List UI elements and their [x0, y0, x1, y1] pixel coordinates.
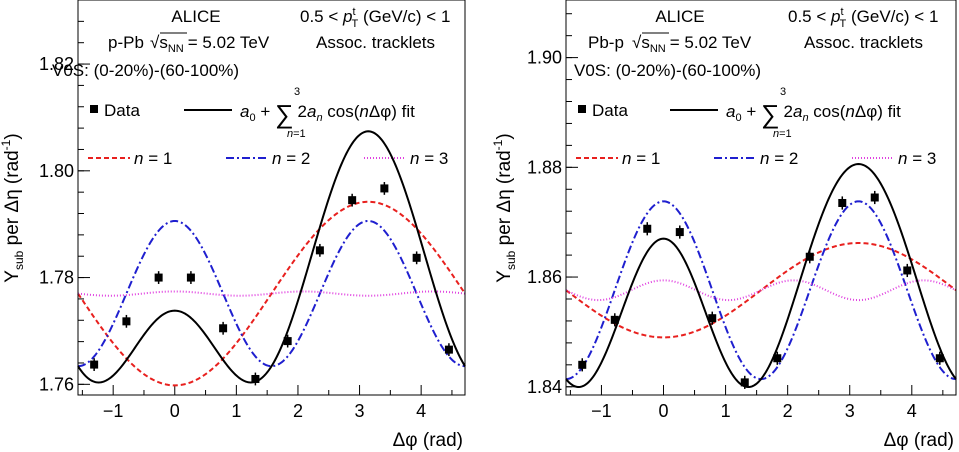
y-tick-label: 1.90	[527, 48, 562, 68]
data-point	[380, 184, 389, 193]
y-tick-label: 1.88	[527, 157, 562, 177]
legend-n2-label: n = 2	[272, 149, 310, 168]
legend-fit-label: a0 + ∑ 2an cos(nΔφ) fit	[726, 99, 901, 129]
data-point	[122, 317, 131, 326]
y-tick-label: 1.84	[527, 377, 562, 397]
legend-data-label: Data	[592, 101, 628, 120]
x-tick-label: 3	[355, 401, 365, 421]
data-point	[348, 196, 357, 205]
n3-component-curve	[565, 279, 957, 302]
data-point	[283, 337, 292, 346]
energy-label: √sNN = 5.02 TeV	[150, 33, 270, 55]
selection-label: V0S: (0-20%)-(60-100%)	[574, 61, 761, 80]
legend-n2-label: n = 2	[760, 149, 798, 168]
x-tick-label: 2	[293, 401, 303, 421]
x-tick-label: 0	[170, 401, 180, 421]
legend-n1-label: n = 1	[134, 149, 172, 168]
data-point	[675, 228, 684, 237]
data-point	[90, 360, 99, 369]
x-tick-label: −1	[103, 401, 124, 421]
x-tick-label: 3	[845, 401, 855, 421]
data-point	[773, 354, 782, 363]
pt-range-label: 0.5 < pt T (GeV/c) < 1	[788, 6, 938, 30]
n1-component-curve	[565, 242, 957, 339]
plot-area-p-pb: −1 0 1 2 3 4 1.76 1.78 1.80 1.82	[39, 0, 466, 421]
legend-sum-upper: 3	[294, 86, 300, 98]
panel-p-pb: Ysub per Δη (rad-1) Δφ (rad) ALICE p-Pb …	[0, 0, 466, 451]
n2-component-curve	[77, 219, 466, 368]
y-axis-label: Ysub per Δη (rad-1)	[0, 133, 26, 282]
legend: Data a0 + ∑ 2an cos(nΔφ) fit 3 n=1 n = 1 …	[88, 86, 448, 168]
frame	[565, 0, 957, 396]
frame	[77, 0, 466, 396]
x-tick-label: 4	[416, 401, 426, 421]
data-point	[154, 273, 163, 282]
selection-label: V0S: (0-20%)-(60-100%)	[52, 61, 239, 80]
x-tick-label: 0	[659, 401, 669, 421]
legend-data-marker	[578, 105, 586, 113]
energy-label: √sNN = 5.02 TeV	[632, 33, 752, 55]
x-tick-label: 1	[721, 401, 731, 421]
y-tick-label: 1.82	[39, 54, 74, 74]
legend-sum-upper: 3	[780, 86, 786, 98]
legend-n1-label: n = 1	[622, 149, 660, 168]
x-tick-label: −1	[591, 401, 612, 421]
data-point	[578, 360, 587, 369]
legend-data-marker	[90, 105, 98, 113]
fit-curve	[77, 130, 466, 384]
fit-curve	[565, 163, 957, 389]
data-point	[643, 224, 652, 233]
x-axis-label: Δφ (rad)	[884, 430, 954, 451]
legend-sum-lower: n=1	[773, 128, 792, 140]
data-point	[935, 354, 944, 363]
panel-pb-p: Ysub per Δη (rad-1) Δφ (rad) ALICE Pb-p …	[491, 0, 957, 451]
experiment-label: ALICE	[171, 7, 220, 26]
y-tick-label: 1.76	[39, 374, 74, 394]
system-label: p-Pb	[108, 33, 144, 52]
data-point	[219, 324, 228, 333]
pt-range-label: 0.5 < pt T (GeV/c) < 1	[300, 6, 450, 30]
data-point	[444, 345, 453, 354]
experiment-label: ALICE	[655, 7, 704, 26]
data-point	[412, 253, 421, 262]
data-point	[610, 315, 619, 324]
system-label: Pb-p	[588, 33, 624, 52]
legend-sum-lower: n=1	[287, 128, 306, 140]
x-axis-label: Δφ (rad)	[393, 430, 463, 451]
data-point	[186, 273, 195, 282]
x-tick-label: 4	[907, 401, 917, 421]
legend: Data a0 + ∑ 2an cos(nΔφ) fit 3 n=1 n = 1 …	[576, 86, 936, 168]
legend-fit-label: a0 + ∑ 2an cos(nΔφ) fit	[240, 99, 415, 129]
data-point	[315, 246, 324, 255]
x-tick-label: 2	[783, 401, 793, 421]
assoc-label: Assoc. tracklets	[804, 33, 923, 52]
n1-component-curve	[77, 200, 466, 387]
legend-n3-label: n = 3	[410, 149, 448, 168]
data-point	[251, 374, 260, 383]
y-axis-label: Ysub per Δη (rad-1)	[491, 133, 518, 282]
data-point	[805, 252, 814, 261]
y-tick-label: 1.80	[39, 161, 74, 181]
legend-data-label: Data	[104, 101, 140, 120]
data-point	[870, 193, 879, 202]
data-point	[838, 198, 847, 207]
legend-n3-label: n = 3	[898, 149, 936, 168]
plot-area-pb-p: −1 0 1 2 3 4 1.84 1.86 1.88 1.90	[527, 13, 957, 421]
data-point	[740, 378, 749, 387]
assoc-label: Assoc. tracklets	[316, 33, 435, 52]
y-tick-label: 1.78	[39, 268, 74, 288]
data-point	[708, 314, 717, 323]
data-point	[903, 266, 912, 275]
y-tick-label: 1.86	[527, 267, 562, 287]
x-tick-label: 1	[231, 401, 241, 421]
